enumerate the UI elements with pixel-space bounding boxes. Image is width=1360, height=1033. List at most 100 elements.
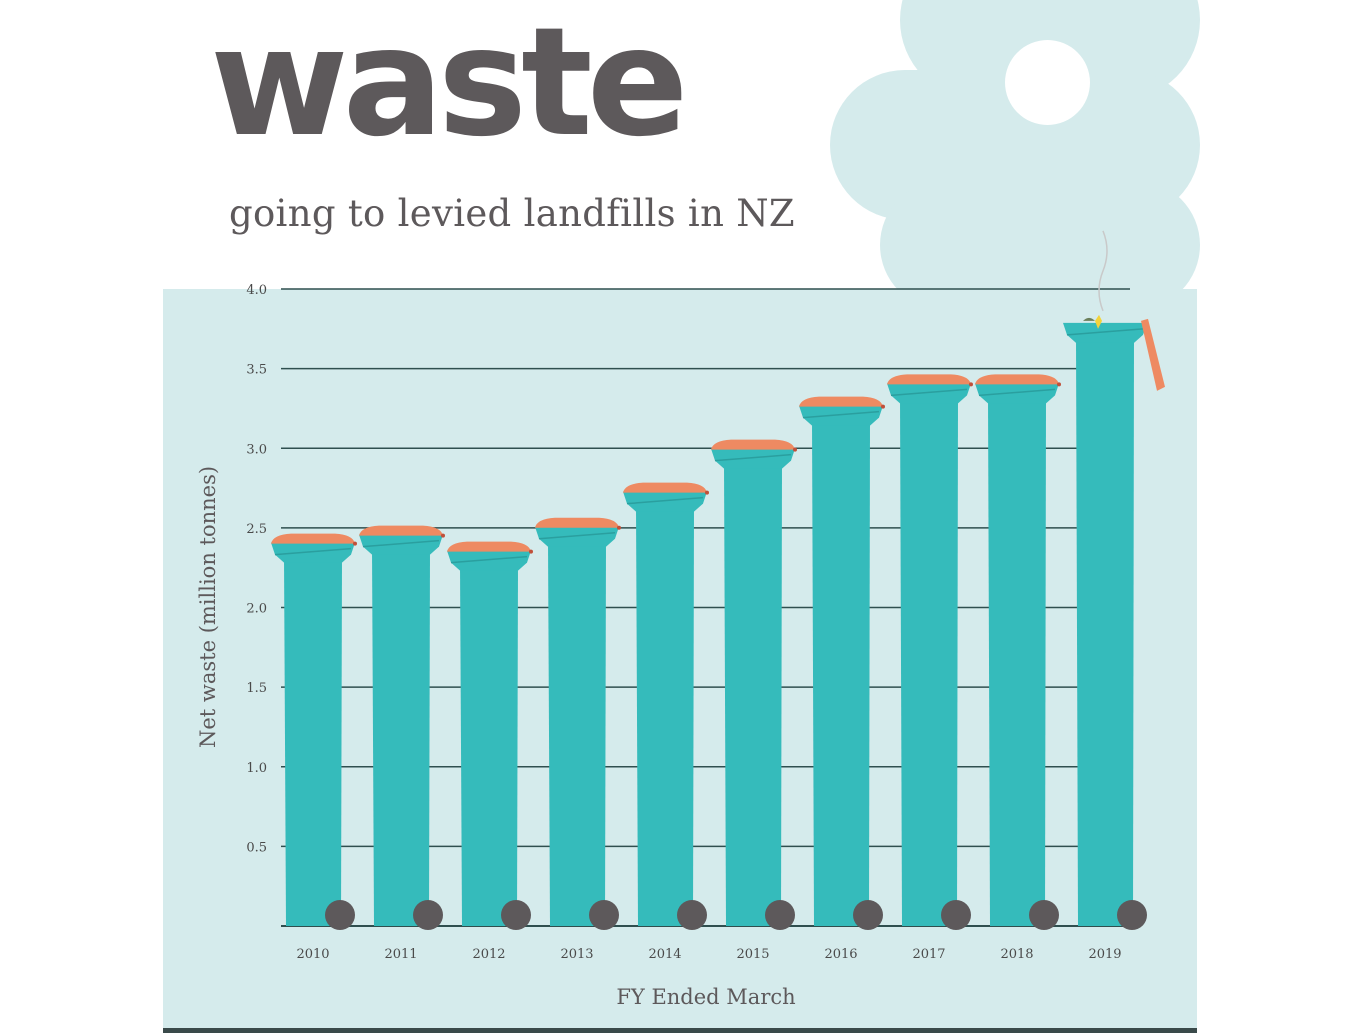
overflow-debris [1095, 314, 1102, 329]
bin-lid-icon [711, 439, 795, 450]
wheel-icon [325, 900, 355, 930]
bin-rim-edge [274, 547, 352, 556]
x-axis-ticks: 2010 2011 2012 2013 2014 2015 2016 2017 2018 2019 [296, 947, 1121, 962]
x-tick-label: 2017 [912, 947, 945, 962]
bars [271, 230, 1165, 930]
bin-rim-edge [362, 539, 440, 548]
smell-lines [1098, 230, 1108, 312]
lid-hinge [441, 533, 445, 538]
x-tick-label: 2016 [824, 947, 857, 962]
wheel-icon [413, 900, 443, 930]
y-tick-label: 0.5 [246, 840, 267, 855]
bin-lid-icon [271, 533, 355, 544]
y-tick-label: 1.0 [246, 761, 267, 776]
bin-rim [535, 526, 619, 547]
overflow-debris [1083, 317, 1095, 321]
bin-lid-icon [623, 482, 707, 493]
bin-lid-icon [887, 374, 971, 385]
bar-body [636, 505, 694, 926]
bar-body [900, 397, 958, 926]
wheel-icon [941, 900, 971, 930]
bar-2011 [359, 525, 445, 930]
bottom-strip [163, 1028, 1197, 1033]
x-tick-label: 2013 [560, 947, 593, 962]
bin-lid-icon [359, 525, 443, 536]
lid-hinge [969, 382, 973, 387]
lid-hinge [705, 490, 709, 495]
bar-body [812, 419, 870, 926]
bin-rim-edge [978, 388, 1056, 397]
bin-rim-edge [890, 388, 968, 397]
chart-subtitle: going to levied landfills in NZ [229, 192, 795, 235]
bin-lid-icon [447, 541, 531, 552]
bin-rim [975, 383, 1059, 404]
x-tick-label: 2018 [1000, 947, 1033, 962]
bar-2012 [447, 541, 533, 930]
lid-hinge [617, 525, 621, 530]
bin-rim [799, 405, 883, 426]
wheel-icon [589, 900, 619, 930]
x-tick-label: 2011 [384, 947, 417, 962]
y-tick-label: 4.0 [246, 283, 267, 298]
bar-body [460, 564, 518, 926]
bar-2017 [887, 374, 973, 930]
bin-rim-edge [450, 555, 528, 564]
x-tick-label: 2010 [296, 947, 329, 962]
lid-hinge [353, 541, 357, 546]
x-tick-label: 2015 [736, 947, 769, 962]
x-tick-label: 2014 [648, 947, 681, 962]
cloud-shape [1005, 40, 1090, 125]
bar-2013 [535, 517, 621, 930]
bar-body [724, 462, 782, 926]
y-axis-ticks: 4.0 3.5 3.0 2.5 2.0 1.5 1.0 0.5 [246, 283, 267, 855]
y-axis-title: Net waste (million tonnes) [196, 466, 220, 748]
y-tick-label: 3.5 [246, 363, 267, 378]
bin-lid-icon [799, 396, 883, 407]
x-tick-label: 2019 [1088, 947, 1121, 962]
bin-lid-icon [1141, 318, 1165, 391]
bin-rim-edge [626, 496, 704, 505]
lid-hinge [529, 549, 533, 554]
bin-rim [623, 491, 707, 512]
wheel-icon [1029, 900, 1059, 930]
x-tick-label: 2012 [472, 947, 505, 962]
bar-body [988, 397, 1046, 926]
x-axis-title: FY Ended March [616, 985, 795, 1009]
wheel-icon [677, 900, 707, 930]
y-tick-label: 3.0 [246, 442, 267, 457]
bin-rim-edge [714, 453, 792, 462]
bar-2016 [799, 396, 885, 930]
bar-2014 [623, 482, 709, 930]
bin-rim [1063, 322, 1147, 343]
bin-rim-edge [1066, 328, 1144, 336]
bin-lid-icon [535, 517, 619, 528]
bar-2019 [1063, 230, 1165, 930]
bin-rim [271, 542, 355, 563]
wheel-icon [501, 900, 531, 930]
lid-hinge [1057, 382, 1061, 387]
bin-rim-edge [802, 410, 880, 419]
bar-body [1076, 336, 1134, 927]
wheel-icon [765, 900, 795, 930]
bin-rim [447, 550, 531, 571]
wheel-icon [1117, 900, 1147, 930]
bin-rim [711, 448, 795, 469]
bar-2010 [271, 533, 357, 930]
wheel-icon [853, 900, 883, 930]
chart-title: waste [210, 0, 689, 170]
bin-rim-edge [538, 531, 616, 540]
bar-body [372, 548, 430, 926]
bar-2015 [711, 439, 797, 930]
bin-rim [887, 383, 971, 404]
lid-hinge [881, 404, 885, 409]
y-tick-label: 1.5 [246, 681, 267, 696]
bin-lid-icon [975, 374, 1059, 385]
bar-body [548, 540, 606, 926]
lid-hinge [793, 447, 797, 452]
bin-rim [359, 534, 443, 555]
bar-body [284, 556, 342, 926]
y-tick-label: 2.0 [246, 602, 267, 617]
y-tick-label: 2.5 [246, 522, 267, 537]
bar-2018 [975, 374, 1061, 930]
